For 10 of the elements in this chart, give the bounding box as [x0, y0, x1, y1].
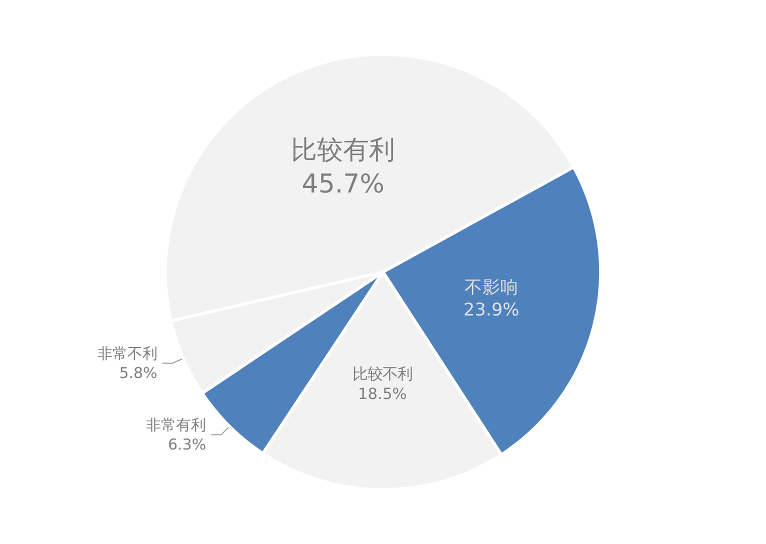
slice-label: 比较有利: [291, 136, 396, 166]
data-label: 23.9%: [464, 300, 520, 321]
data-label: 6.3%: [168, 436, 206, 454]
slice-label: 非常不利: [97, 344, 158, 363]
data-label: 5.8%: [119, 364, 158, 382]
data-label: 18.5%: [358, 384, 407, 403]
data-label: 45.7%: [302, 169, 384, 200]
slice-label: 不影响: [464, 278, 518, 298]
slice-label: 比较不利: [352, 364, 412, 383]
slice-label: 非常有利: [146, 416, 206, 434]
